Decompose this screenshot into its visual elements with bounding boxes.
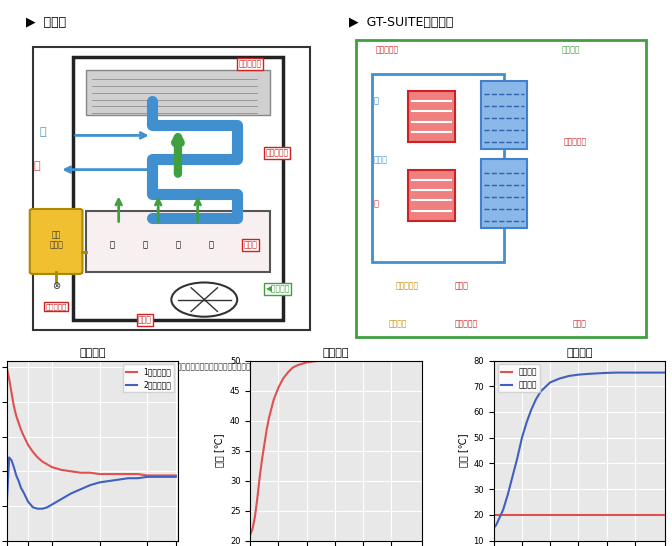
FancyBboxPatch shape: [481, 81, 527, 149]
Text: ガスタンク: ガスタンク: [395, 281, 419, 290]
Text: ガス制御弁: ガス制御弁: [46, 303, 67, 310]
FancyBboxPatch shape: [30, 209, 83, 274]
Text: ▶  構成図: ▶ 構成図: [26, 16, 67, 29]
Text: 湯: 湯: [33, 161, 40, 171]
Text: ブロア: ブロア: [138, 316, 152, 325]
Text: 🔥: 🔥: [110, 240, 115, 250]
Text: 空気流れ: 空気流れ: [561, 45, 580, 55]
Text: 🔥: 🔥: [175, 240, 181, 250]
Text: 熱交換器１: 熱交換器１: [265, 148, 288, 157]
Text: ガス制御弁: ガス制御弁: [454, 319, 478, 328]
Legend: 入口水温, 出口水温: 入口水温, 出口水温: [497, 364, 540, 392]
Text: 湯: 湯: [374, 199, 378, 209]
FancyBboxPatch shape: [481, 159, 527, 228]
FancyBboxPatch shape: [86, 70, 270, 115]
Text: 水: 水: [374, 97, 378, 106]
FancyBboxPatch shape: [86, 211, 270, 272]
Y-axis label: 温度 [℃]: 温度 [℃]: [458, 434, 468, 467]
Text: 水: 水: [40, 127, 46, 137]
Text: 熱交換器１: 熱交換器１: [563, 138, 586, 147]
Legend: 1次熱交換器, 2次熱交換器: 1次熱交換器, 2次熱交換器: [123, 364, 175, 392]
Y-axis label: 温度 [℃]: 温度 [℃]: [214, 434, 224, 467]
Text: ◀空気流れ: ◀空気流れ: [265, 285, 290, 294]
Text: 燃料流路: 燃料流路: [388, 319, 407, 328]
Title: 熱交換量: 熱交換量: [79, 348, 106, 358]
FancyBboxPatch shape: [33, 46, 310, 330]
Text: ガス
タンク: ガス タンク: [49, 230, 63, 250]
Text: 熱交換器２: 熱交換器２: [376, 45, 398, 55]
Text: 熱交換器２: 熱交換器２: [239, 59, 262, 68]
Text: ※本ページでは，エコジョーズについての説明となっていますが，エコフィールも燃料が異なるのみでモデル化手法は同一です．: ※本ページでは，エコジョーズについての説明となっていますが，エコフィールも燃料が…: [13, 361, 284, 370]
Text: ブロア: ブロア: [573, 319, 586, 328]
Title: 排気温度: 排気温度: [323, 348, 349, 358]
Circle shape: [171, 282, 237, 317]
Text: ⊗: ⊗: [52, 281, 60, 291]
Text: ▶  GT-SUITEモデル図: ▶ GT-SUITEモデル図: [349, 16, 454, 29]
Text: 燃焼室: 燃焼室: [454, 281, 468, 290]
Text: 🔥: 🔥: [142, 240, 148, 250]
Text: 水流れ: 水流れ: [374, 155, 388, 164]
Title: 給湯温度: 給湯温度: [566, 348, 593, 358]
FancyBboxPatch shape: [409, 170, 454, 221]
Text: 🔥: 🔥: [208, 240, 214, 250]
FancyBboxPatch shape: [409, 91, 454, 143]
Text: 燃焼室: 燃焼室: [243, 240, 257, 250]
FancyBboxPatch shape: [355, 40, 646, 337]
FancyBboxPatch shape: [73, 57, 284, 320]
